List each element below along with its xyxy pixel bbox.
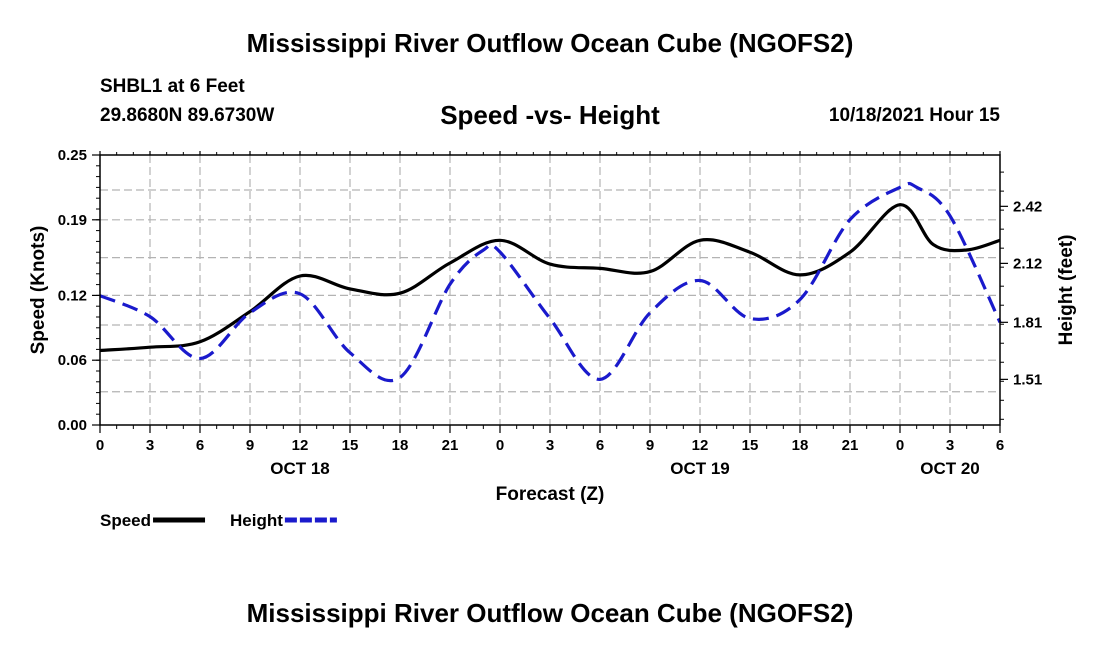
x-tick-label: 6 bbox=[196, 437, 204, 454]
x-tick-label: 9 bbox=[246, 437, 254, 454]
y-tick-label: 0.00 bbox=[58, 417, 87, 434]
x-tick-label: 18 bbox=[792, 437, 809, 454]
y2-tick-label: 2.42 bbox=[1013, 198, 1042, 215]
x-tick-label: 3 bbox=[146, 437, 154, 454]
legend-label-speed: Speed bbox=[100, 511, 151, 530]
y-tick-label: 0.06 bbox=[58, 352, 87, 369]
axis-labels: 0 3 6 9 12 15 18 21 0 3 6 9 12 15 18 21 0 3 6 OCT 18 OCT 19 O… bbox=[28, 147, 1077, 505]
grid-lines bbox=[100, 155, 1000, 425]
x-tick-label: 15 bbox=[342, 437, 359, 454]
y-tick-label: 0.25 bbox=[58, 147, 87, 164]
x-tick-label: 0 bbox=[96, 437, 104, 454]
data-series bbox=[99, 181, 1002, 383]
x-tick-label: 12 bbox=[692, 437, 709, 454]
y2-tick-label: 1.81 bbox=[1013, 314, 1042, 331]
x-axis-label: Forecast (Z) bbox=[496, 484, 605, 505]
y-axis-label: Speed (Knots) bbox=[28, 226, 49, 355]
chart-title: Mississippi River Outflow Ocean Cube (NG… bbox=[246, 28, 854, 58]
y-tick-label: 0.12 bbox=[58, 287, 87, 304]
x-tick-label: 6 bbox=[596, 437, 604, 454]
x-tick-label: 21 bbox=[442, 437, 459, 454]
forecast-datetime: 10/18/2021 Hour 15 bbox=[828, 105, 1000, 126]
x-tick-label: 15 bbox=[742, 437, 759, 454]
x-tick-label: 9 bbox=[646, 437, 654, 454]
speed-height-chart: 0 3 6 9 12 15 18 21 0 3 6 9 12 15 18 21 0 3 6 OCT 18 OCT 19 O… bbox=[28, 147, 1077, 530]
chart-subtitle: Speed -vs- Height bbox=[440, 100, 660, 130]
height-series-line bbox=[99, 181, 1002, 383]
y2-tick-label: 1.51 bbox=[1013, 371, 1042, 388]
y2-tick-label: 2.12 bbox=[1013, 255, 1042, 272]
x-tick-label: 6 bbox=[996, 437, 1004, 454]
legend: Speed Height bbox=[100, 511, 337, 530]
footer-title: Mississippi River Outflow Ocean Cube (NG… bbox=[246, 598, 854, 628]
y2-axis-label: Height (feet) bbox=[1056, 235, 1077, 346]
date-label: OCT 19 bbox=[670, 459, 730, 478]
x-tick-label: 3 bbox=[546, 437, 554, 454]
x-tick-label: 3 bbox=[946, 437, 954, 454]
station-coords: 29.8680N 89.6730W bbox=[100, 105, 275, 126]
x-tick-label: 0 bbox=[496, 437, 504, 454]
date-label: OCT 18 bbox=[270, 459, 330, 478]
x-tick-label: 12 bbox=[292, 437, 309, 454]
x-tick-label: 21 bbox=[842, 437, 859, 454]
legend-label-height: Height bbox=[230, 511, 283, 530]
date-label: OCT 20 bbox=[920, 459, 980, 478]
station-label: SHBL1 at 6 Feet bbox=[100, 76, 245, 97]
x-tick-label: 0 bbox=[896, 437, 904, 454]
x-tick-label: 18 bbox=[392, 437, 409, 454]
plot-frame bbox=[99, 154, 1001, 426]
y-tick-label: 0.19 bbox=[58, 212, 87, 229]
